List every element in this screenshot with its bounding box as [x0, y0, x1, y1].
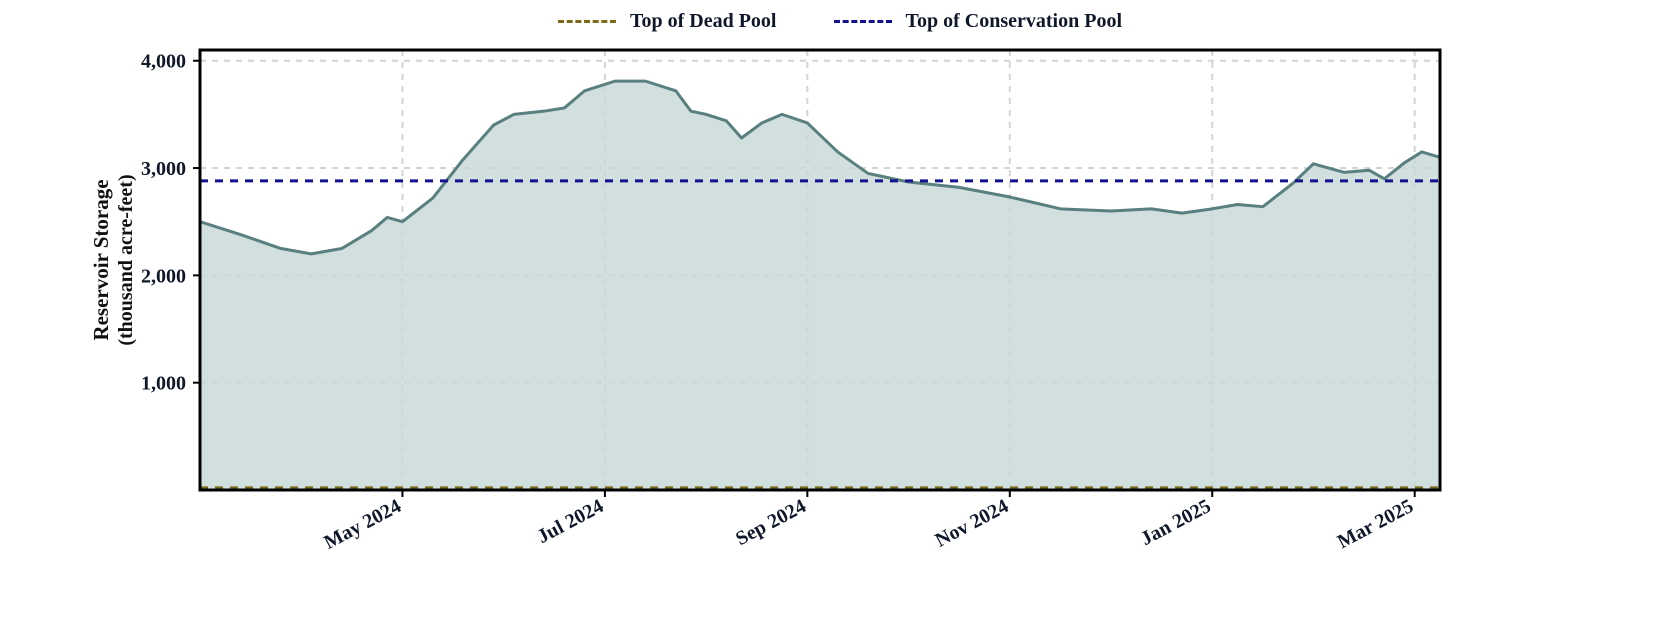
y-tick-label: 4,000 — [141, 51, 186, 73]
reservoir-storage-chart: Top of Dead Pool Top of Conservation Poo… — [0, 0, 1680, 630]
y-axis-title: Reservoir Storage (thousand acre-feet) — [88, 174, 139, 345]
y-tick-label: 3,000 — [141, 158, 186, 180]
legend-label-dead-pool: Top of Dead Pool — [630, 10, 777, 33]
chart-canvas: 1,000 2,000 3,000 4,000 May 2024 Jul 2024 Sep … — [0, 0, 1680, 630]
legend-label-conservation-pool: Top of Conservation Pool — [906, 10, 1123, 33]
legend-item-conservation-pool: Top of Conservation Pool — [834, 10, 1123, 33]
legend-swatch-dead-pool — [558, 20, 616, 23]
y-axis-title-line2: (thousand acre-feet) — [114, 174, 139, 345]
legend-item-dead-pool: Top of Dead Pool — [558, 10, 777, 33]
x-tick-label: Mar 2025 — [1334, 495, 1417, 553]
x-tick-label: Nov 2024 — [932, 495, 1012, 552]
x-tick-label: May 2024 — [320, 495, 404, 554]
x-tick-label: Jan 2025 — [1137, 495, 1215, 550]
x-tick-label: Sep 2024 — [732, 495, 810, 550]
storage-area — [200, 81, 1440, 490]
y-tick-label: 2,000 — [141, 265, 186, 287]
legend-swatch-conservation-pool — [834, 20, 892, 23]
y-tick-label: 1,000 — [141, 373, 186, 395]
x-tick-label: Jul 2024 — [534, 495, 608, 548]
y-axis-title-line1: Reservoir Storage — [89, 179, 113, 340]
chart-legend: Top of Dead Pool Top of Conservation Poo… — [0, 6, 1680, 33]
